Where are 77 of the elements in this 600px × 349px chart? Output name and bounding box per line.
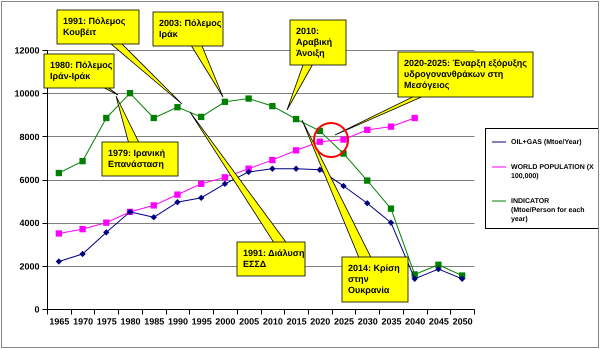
point: [292, 166, 300, 172]
point: [388, 123, 394, 130]
point: [222, 98, 228, 105]
annotation: 2014: Κρίση στην Ουκρανία: [348, 263, 400, 295]
point: [79, 226, 86, 232]
point: [269, 156, 276, 164]
point: [364, 126, 370, 134]
x-tick-label: 2010: [262, 316, 283, 326]
point: [340, 182, 347, 190]
y-tick-label: 8000: [19, 132, 40, 142]
point: [56, 230, 62, 237]
point: [79, 158, 86, 164]
point: [174, 191, 181, 198]
text: 1991: Πόλεμος Κουβέιτ: [63, 16, 126, 37]
point: [198, 114, 204, 120]
x-tick-label: 2035: [381, 316, 402, 326]
y-tick-label: 10000: [14, 88, 40, 99]
x-tick-label: 1995: [192, 316, 212, 326]
x-tick-label: 2050: [452, 316, 473, 326]
x-tick-label: 2000: [215, 316, 236, 326]
point: [340, 136, 347, 143]
point: [150, 202, 157, 209]
x-tick-label: 2025: [334, 316, 354, 326]
x-tick-label: 2045: [428, 316, 449, 326]
point: [364, 177, 370, 184]
point: [364, 200, 370, 206]
point: [245, 168, 252, 176]
point: [292, 116, 300, 122]
point: [292, 147, 300, 154]
x-tick-label: 2030: [358, 316, 378, 326]
x-tick-label: 1990: [168, 316, 188, 326]
point: [316, 166, 323, 173]
x-tick-label: 1980: [120, 316, 141, 326]
point: [79, 250, 86, 258]
point: [412, 276, 418, 282]
point: [103, 220, 110, 226]
point: [269, 102, 276, 110]
point: [56, 170, 62, 176]
annotation: 2010: Αραβική Άνοιξη: [296, 26, 332, 58]
point: [222, 174, 228, 181]
point: [126, 90, 134, 96]
annotation: 1980: Πόλεμος Ιράν-Ιράκ: [50, 60, 113, 81]
y-tick-label: 6000: [19, 175, 40, 185]
point: [198, 180, 204, 187]
x-tick-label: 2015: [286, 316, 307, 326]
point: [316, 138, 323, 145]
point: [435, 266, 442, 272]
point: [150, 114, 157, 122]
point: [388, 220, 394, 226]
x-tick-label: 2020: [310, 316, 330, 326]
annotation: 2020-2025: Έναρξη εξόρυξης υδρογονανθράκων στη Μεσόγειος: [404, 58, 528, 90]
point: [103, 229, 110, 236]
point: [198, 194, 204, 202]
point: [56, 258, 62, 265]
y-tick-label: 12000: [14, 46, 40, 56]
point: [222, 180, 228, 187]
point: [388, 205, 394, 212]
x-tick-label: 2040: [405, 316, 426, 326]
point: [174, 199, 181, 206]
point: [150, 214, 157, 220]
x-tick-label: 1975: [96, 316, 117, 326]
text: 2003: Πόλεμος Ιράκ: [159, 18, 222, 39]
point: [412, 114, 418, 122]
y-tick-label: 2000: [19, 261, 40, 272]
annotation: 1991: Διάλυση ΕΣΣΔ: [243, 248, 304, 269]
point: [174, 104, 181, 110]
point: [103, 114, 110, 122]
y-tick-label: 0: [34, 304, 40, 314]
x-tick-label: 2005: [239, 316, 260, 326]
y-tick-label: 4000: [19, 218, 40, 228]
x-tick-label: 1985: [144, 316, 164, 326]
x-tick-label: 1970: [73, 316, 94, 326]
point: [245, 95, 252, 102]
annotation: 1979: Ιρανική Επανάσταση: [108, 148, 166, 169]
point: [458, 276, 466, 282]
point: [269, 166, 276, 172]
x-tick-label: 1965: [49, 316, 70, 326]
